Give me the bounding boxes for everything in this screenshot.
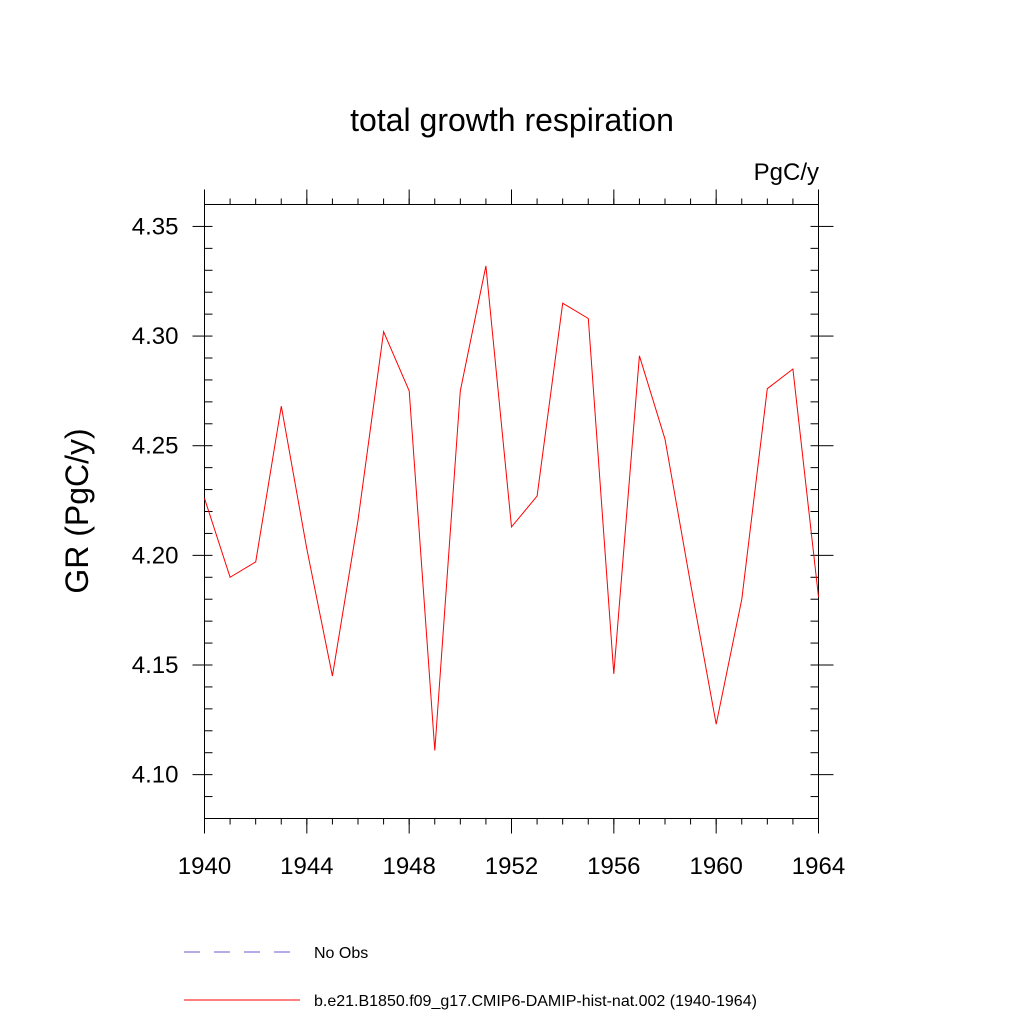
y-axis-label: GR (PgC/y) xyxy=(59,428,95,593)
x-tick-label: 1944 xyxy=(280,853,333,880)
legend-label: b.e21.B1850.f09_g17.CMIP6-DAMIP-hist-nat… xyxy=(314,993,757,1010)
legend: No Obs b.e21.B1850.f09_g17.CMIP6-DAMIP-hi… xyxy=(184,945,757,1010)
y-tick-label: 4.15 xyxy=(132,652,179,679)
x-tick-label: 1940 xyxy=(178,853,231,880)
y-tick-label: 4.35 xyxy=(132,213,179,240)
x-tick-label: 1960 xyxy=(689,853,742,880)
y-tick-label: 4.10 xyxy=(132,762,179,789)
units-label: PgC/y xyxy=(754,159,819,186)
y-tick-label: 4.25 xyxy=(132,433,179,460)
x-tick-label: 1964 xyxy=(792,853,845,880)
series-layer xyxy=(204,265,819,751)
x-axis-ticks: 1940 1944 1948 1952 1956 1960 1964 xyxy=(178,189,845,880)
x-tick-label: 1952 xyxy=(485,853,538,880)
legend-label: No Obs xyxy=(314,945,368,962)
x-tick-label: 1948 xyxy=(382,853,435,880)
plot-frame xyxy=(204,204,819,819)
y-tick-label: 4.30 xyxy=(132,323,179,350)
chart-title: total growth respiration xyxy=(350,102,674,138)
series-line xyxy=(204,265,819,751)
x-tick-label: 1956 xyxy=(587,853,640,880)
x-minor-ticks xyxy=(204,198,819,825)
y-tick-label: 4.20 xyxy=(132,542,179,569)
y-axis-ticks: 4.10 4.15 4.20 4.25 4.30 4.35 xyxy=(132,213,834,789)
y-minor-ticks xyxy=(204,204,819,819)
